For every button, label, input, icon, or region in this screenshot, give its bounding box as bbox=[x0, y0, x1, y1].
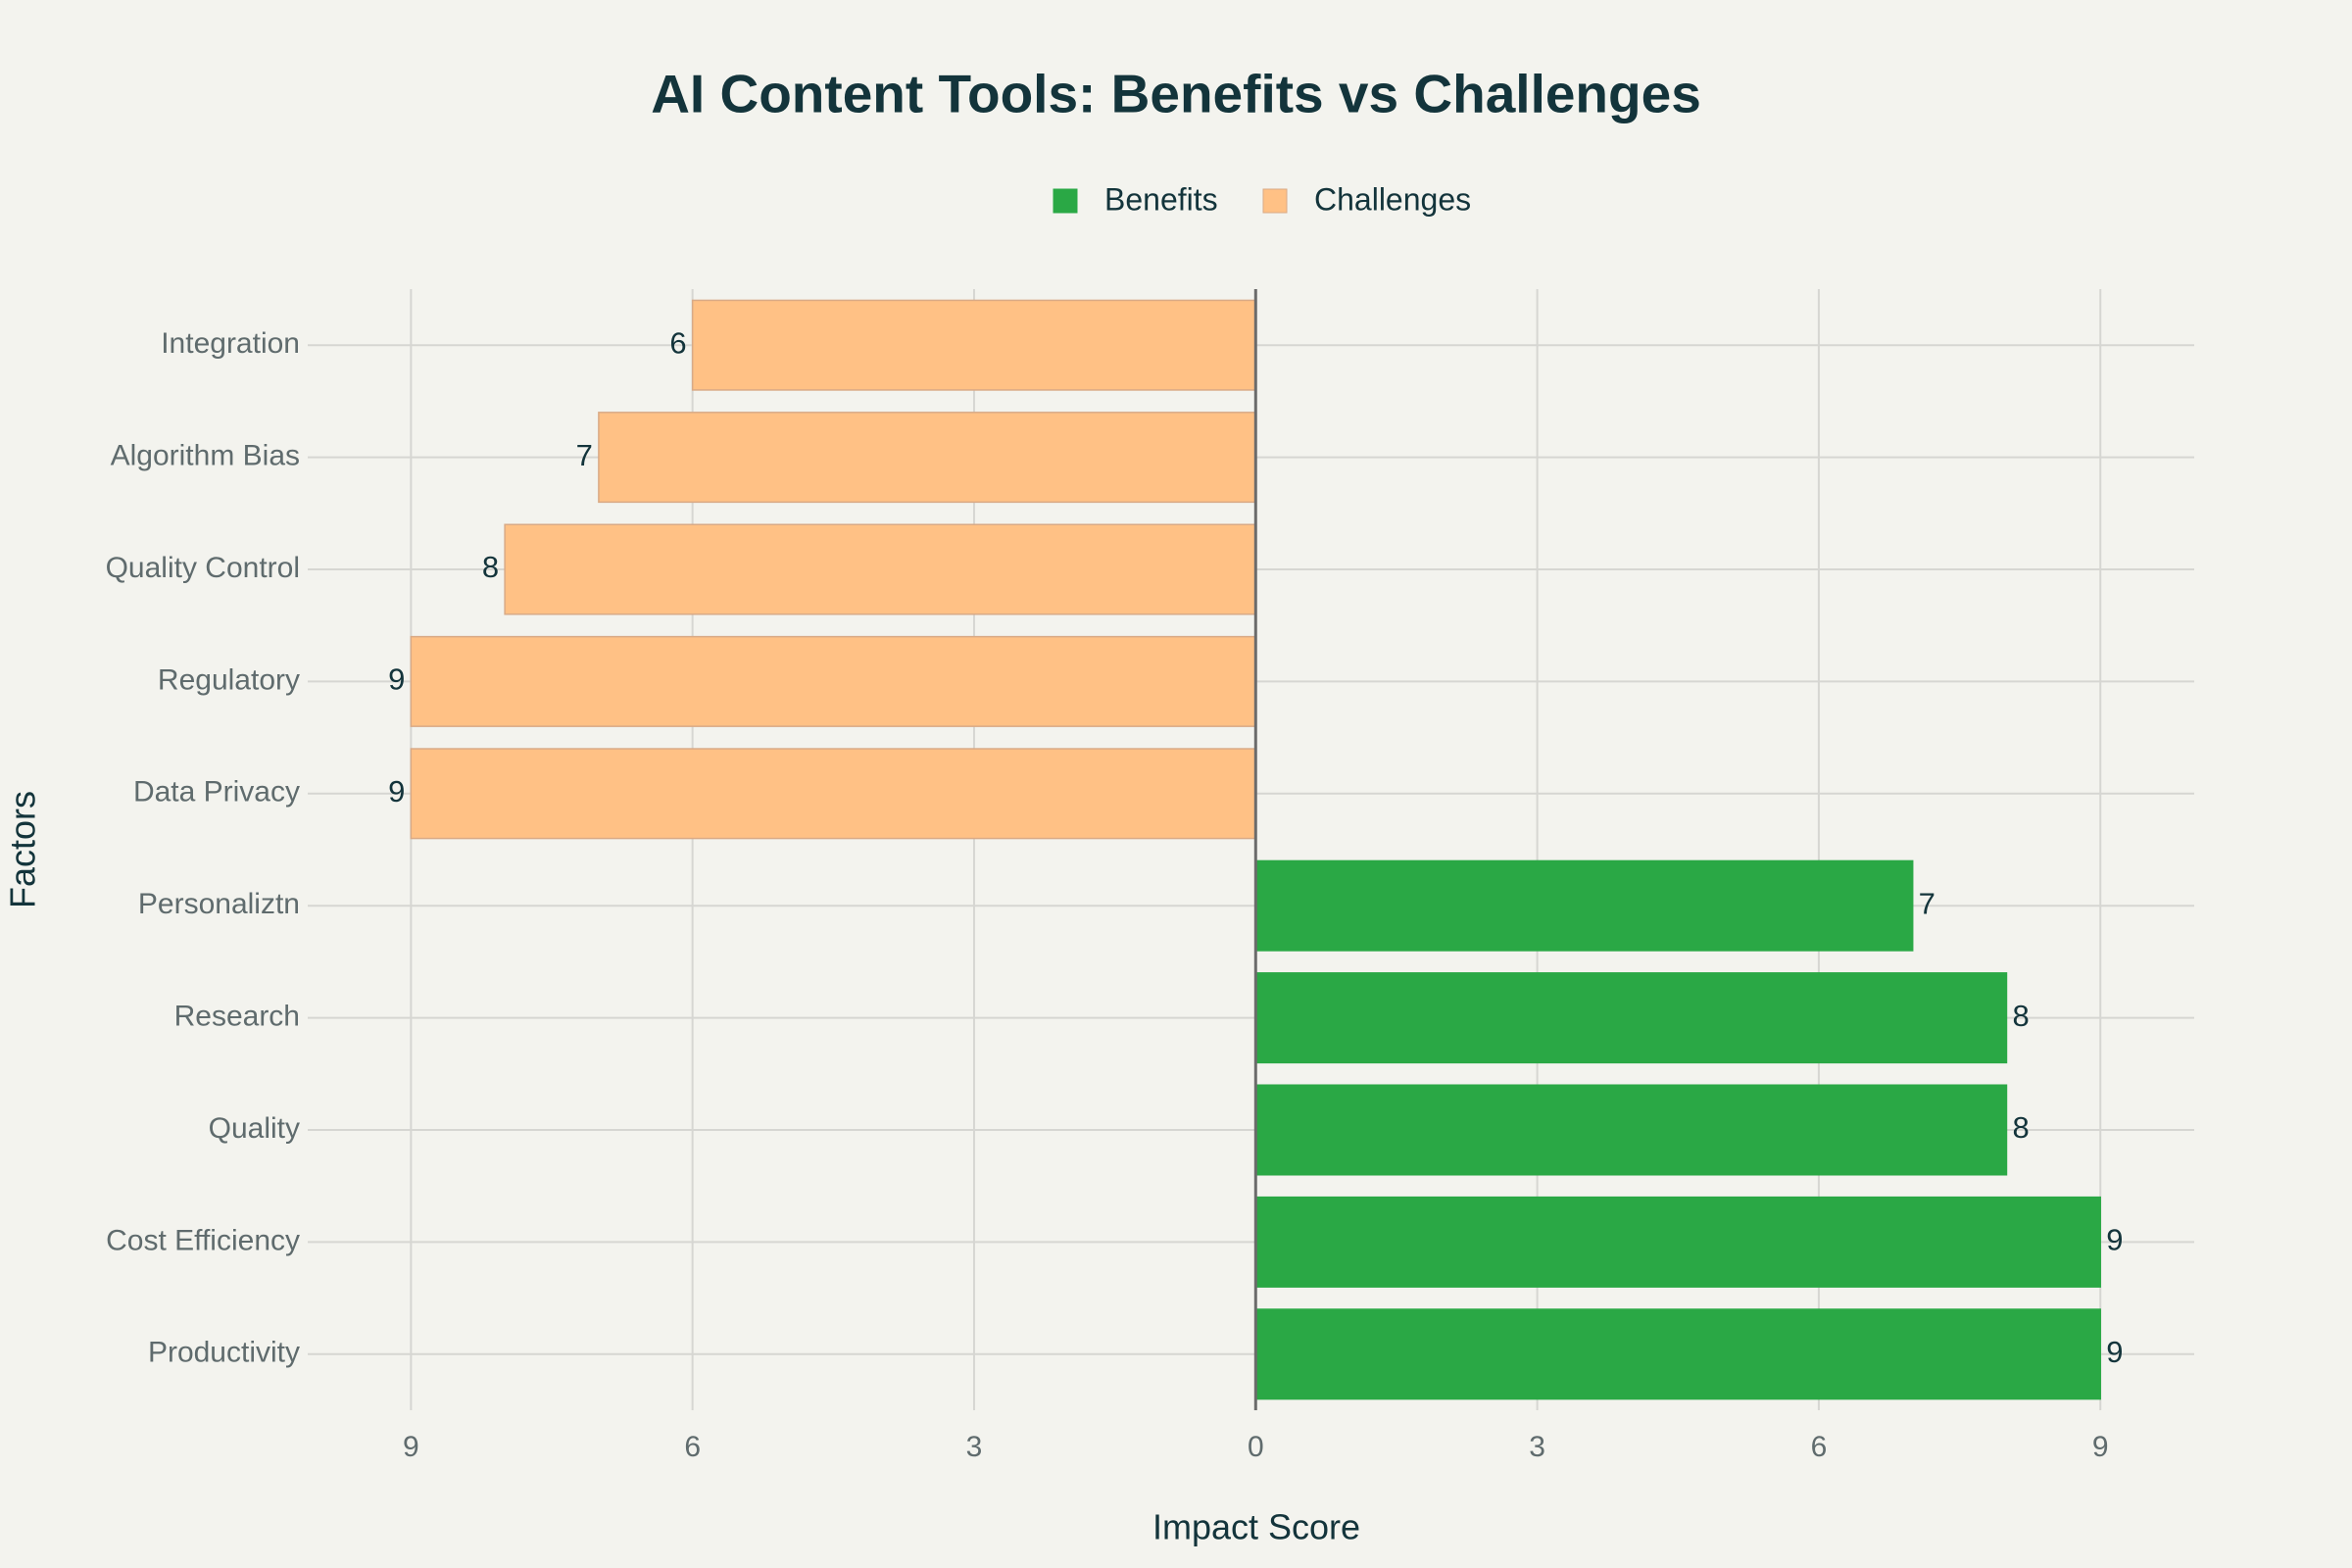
x-tick-label: 3 bbox=[1529, 1431, 1545, 1463]
bar bbox=[1254, 1196, 2101, 1288]
y-tick-label: Productivity bbox=[148, 1337, 300, 1369]
x-tick-label: 9 bbox=[403, 1431, 419, 1463]
data-label: 7 bbox=[576, 438, 593, 472]
bar bbox=[691, 299, 1257, 391]
bar bbox=[1254, 972, 2008, 1064]
y-tick-label: Research bbox=[174, 1001, 300, 1033]
data-label: 8 bbox=[2012, 999, 2029, 1033]
x-tick-label: 6 bbox=[1811, 1431, 1828, 1463]
y-tick-label: Algorithm Bias bbox=[111, 440, 300, 472]
data-label: 9 bbox=[388, 662, 405, 697]
x-tick-label: 6 bbox=[684, 1431, 701, 1463]
legend-swatch bbox=[1053, 188, 1078, 214]
x-tick-label: 0 bbox=[1248, 1431, 1264, 1463]
data-label: 7 bbox=[1919, 886, 1936, 920]
data-label: 8 bbox=[2012, 1110, 2029, 1145]
x-tick-label: 9 bbox=[2092, 1431, 2109, 1463]
labels: 9 6 3 0 3 6 9 Productivity Cost Efficiency Qualit… bbox=[106, 325, 2124, 1463]
bar bbox=[410, 748, 1257, 840]
y-tick-label: Cost Efficiency bbox=[106, 1224, 300, 1256]
x-tick-label: 3 bbox=[966, 1431, 983, 1463]
y-tick-label: Regulatory bbox=[158, 663, 300, 696]
y-tick-label: Personaliztn bbox=[138, 888, 300, 920]
data-label: 9 bbox=[2106, 1223, 2123, 1257]
legend-swatch bbox=[1262, 188, 1288, 214]
y-tick-label: Quality Control bbox=[106, 552, 300, 584]
data-label: 9 bbox=[2106, 1335, 2123, 1369]
bar bbox=[1254, 1308, 2101, 1400]
bar bbox=[1254, 859, 1914, 952]
y-axis-title: Factors bbox=[3, 791, 43, 908]
bar bbox=[1254, 1084, 2008, 1176]
bar bbox=[410, 635, 1257, 727]
legend-label: Benefits bbox=[1104, 181, 1218, 217]
legend-label: Challenges bbox=[1314, 181, 1471, 217]
bar bbox=[504, 523, 1257, 615]
y-tick-label: Quality bbox=[209, 1112, 300, 1145]
y-tick-label: Integration bbox=[161, 327, 300, 360]
bars bbox=[410, 289, 2101, 1410]
bar bbox=[598, 412, 1257, 504]
data-label: 8 bbox=[482, 550, 499, 584]
data-label: 9 bbox=[388, 774, 405, 808]
y-tick-label: Data Privacy bbox=[133, 776, 300, 808]
data-label: 6 bbox=[669, 325, 686, 360]
chart-title: AI Content Tools: Benefits vs Challenges bbox=[651, 64, 1701, 124]
x-axis-title: Impact Score bbox=[1152, 1507, 1360, 1547]
